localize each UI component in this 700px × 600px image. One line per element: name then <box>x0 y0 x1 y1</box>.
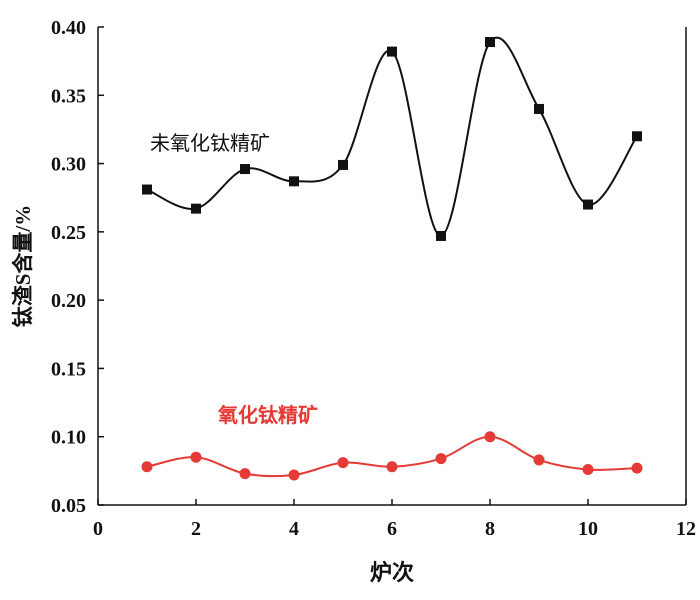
data-point-circle <box>337 457 349 469</box>
data-point-square <box>289 176 299 187</box>
y-tick-label: 0.15 <box>51 358 86 380</box>
data-point-circle <box>435 453 447 465</box>
data-point-circle <box>288 469 300 481</box>
y-tick-label: 0.25 <box>51 222 86 244</box>
data-point-square <box>240 164 250 175</box>
data-point-circle <box>631 462 643 474</box>
data-point-circle <box>386 461 398 473</box>
data-point-circle <box>190 451 202 463</box>
x-tick-label: 0 <box>93 518 103 540</box>
x-tick-label: 4 <box>289 518 299 540</box>
y-tick-label: 0.40 <box>51 17 86 39</box>
data-point-square <box>436 230 446 241</box>
x-tick-label: 12 <box>676 518 696 540</box>
data-point-square <box>485 37 495 48</box>
data-point-circle <box>582 463 594 475</box>
data-point-circle <box>239 468 251 480</box>
series-group <box>141 36 643 481</box>
y-tick-label: 0.30 <box>51 154 86 176</box>
data-point-square <box>534 103 544 114</box>
data-point-circle <box>141 461 153 473</box>
data-point-square <box>338 159 348 170</box>
axes: 0.05 0.10 0.15 0.20 0.25 0.30 0.35 0.40 0 2 4 6 8 10 1… <box>51 17 696 540</box>
x-tick-label: 6 <box>387 518 397 540</box>
y-tick-label: 0.35 <box>51 85 86 107</box>
y-tick-label: 0.05 <box>51 495 86 517</box>
x-tick-label: 2 <box>191 518 201 540</box>
series-label-unoxidized: 未氧化钛精矿 <box>150 132 270 155</box>
data-point-square <box>142 184 152 195</box>
data-point-square <box>387 46 397 57</box>
x-tick-label: 8 <box>485 518 495 540</box>
series-label-oxidized: 氧化钛精矿 <box>217 403 318 427</box>
x-tick-label: 10 <box>578 518 598 540</box>
data-point-square <box>632 131 642 142</box>
data-point-square <box>583 199 593 210</box>
data-point-circle <box>484 431 496 443</box>
y-tick-label: 0.20 <box>51 290 86 312</box>
y-tick-label: 0.10 <box>51 427 86 449</box>
data-point-square <box>191 203 201 214</box>
y-axis-label: 钛渣S含量/% <box>11 205 35 328</box>
data-point-circle <box>533 454 545 466</box>
x-axis-label: 炉次 <box>370 560 414 585</box>
